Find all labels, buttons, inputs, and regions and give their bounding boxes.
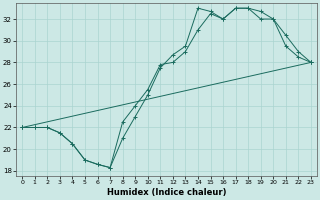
X-axis label: Humidex (Indice chaleur): Humidex (Indice chaleur) [107, 188, 226, 197]
